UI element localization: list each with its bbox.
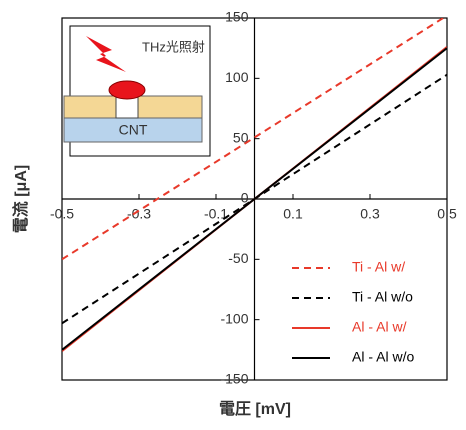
inset-label: CNT	[119, 122, 148, 138]
plot-area	[62, 18, 447, 352]
inset: THz光照射 CNT	[63, 25, 211, 157]
x-axis-title: 電圧 [mV]	[219, 400, 291, 418]
inset-label: THz光照射	[142, 39, 205, 54]
x-tick-label: 0.5	[437, 206, 457, 222]
y-tick-label: 150	[225, 9, 249, 25]
x-tick-label: 0.3	[360, 206, 380, 222]
y-tick-label: 100	[225, 69, 249, 85]
series-line	[62, 47, 447, 351]
legend-label: Ti - Al w/	[352, 259, 405, 275]
y-tick-label: -150	[220, 371, 248, 387]
y-tick-label: 0	[241, 190, 249, 206]
y-axis-title: 電流 [μA]	[11, 165, 30, 233]
bolt	[86, 36, 126, 72]
y-tick-label: 50	[233, 129, 249, 145]
x-tick-label: 0.1	[283, 206, 303, 222]
x-tick-label: -0.3	[127, 206, 151, 222]
legend-label: Al - Al w/	[352, 319, 407, 335]
legend-label: Al - Al w/o	[352, 349, 414, 365]
y-tick-label: -50	[228, 250, 248, 266]
spot	[108, 80, 146, 100]
x-tick-label: -0.1	[204, 206, 228, 222]
x-tick-label: -0.5	[50, 206, 74, 222]
series-line	[62, 18, 446, 261]
legend-label: Ti - Al w/o	[352, 289, 413, 305]
y-tick-label: -100	[220, 310, 248, 326]
